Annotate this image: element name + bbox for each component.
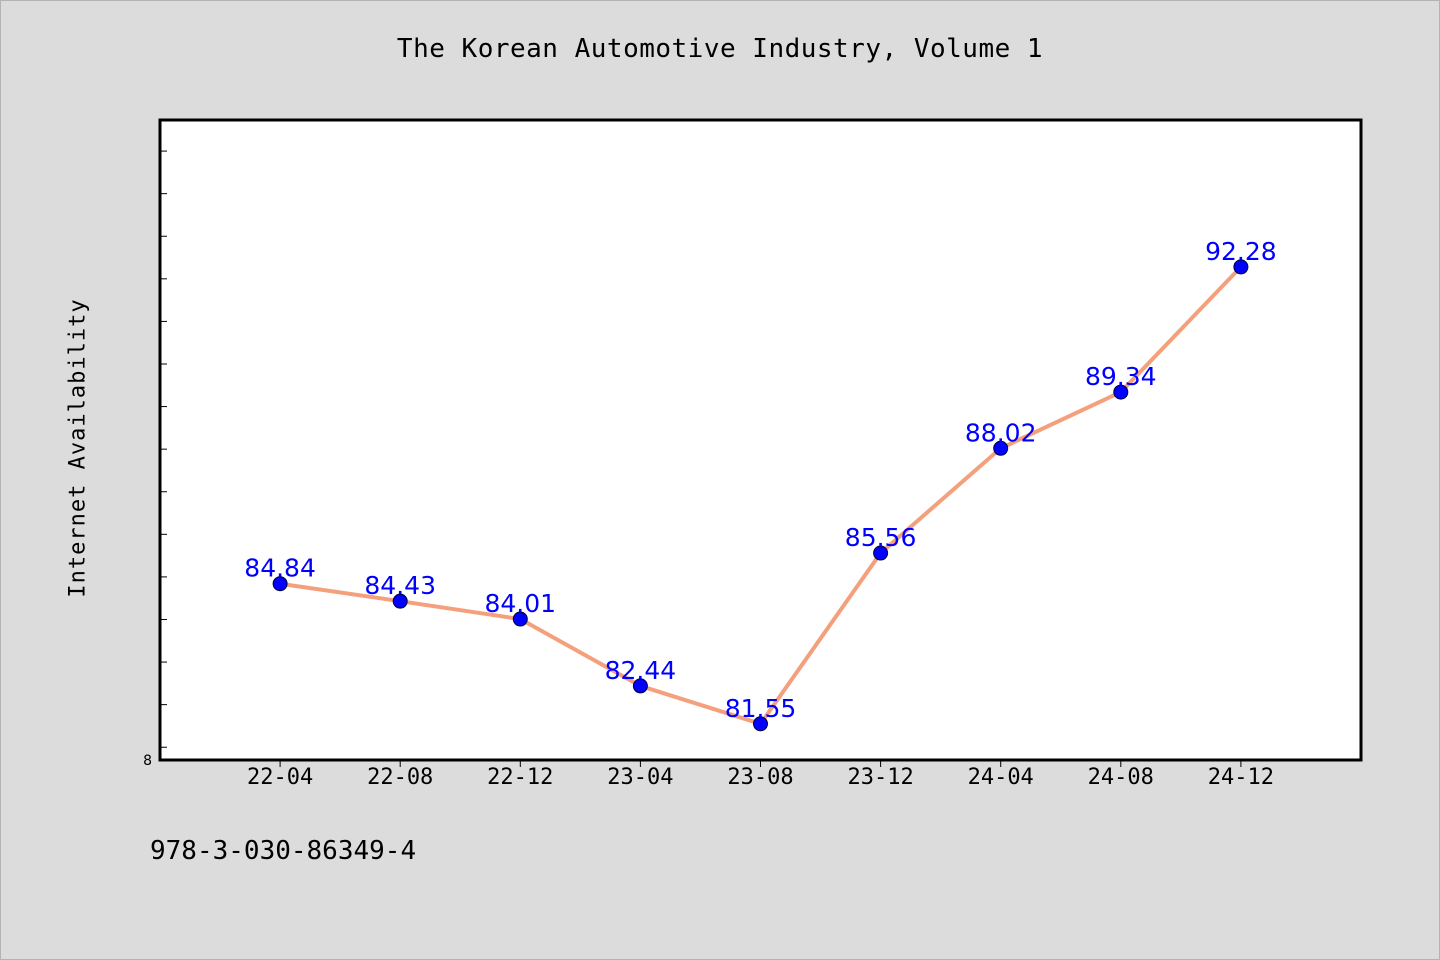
data-label: 84.01 <box>485 589 557 618</box>
x-tick-label: 23-04 <box>607 765 673 790</box>
data-point <box>272 576 288 592</box>
x-tick-label: 23-08 <box>727 765 793 790</box>
x-tick-label: 24-04 <box>968 765 1034 790</box>
data-label: 89.34 <box>1085 362 1157 391</box>
data-point <box>753 716 768 732</box>
data-label: 88.02 <box>965 418 1037 447</box>
data-label: 81.55 <box>725 694 797 723</box>
y-tick-label: 8 <box>143 753 152 769</box>
data-point <box>392 593 408 609</box>
data-point <box>632 678 648 694</box>
x-tick-label: 23-12 <box>847 765 913 790</box>
data-point <box>1233 259 1249 275</box>
x-tick-label: 22-04 <box>247 765 313 790</box>
data-point <box>873 545 889 561</box>
data-label: 84.43 <box>364 571 436 600</box>
data-point <box>993 440 1009 456</box>
data-label: 85.56 <box>845 523 917 552</box>
x-tick-label: 22-08 <box>367 765 433 790</box>
chart-title: The Korean Automotive Industry, Volume 1 <box>396 34 1044 64</box>
data-label: 82.44 <box>605 656 677 685</box>
data-label: 84.84 <box>244 554 316 583</box>
plot-area <box>160 120 1361 760</box>
x-tick-label: 22-12 <box>487 765 553 790</box>
x-tick-label: 24-08 <box>1088 765 1154 790</box>
x-tick-label: 24-12 <box>1208 765 1274 790</box>
data-point <box>1113 384 1129 400</box>
data-point <box>512 611 528 627</box>
data-label: 92.28 <box>1205 237 1277 266</box>
isbn-text: 978-3-030-86349-4 <box>150 836 417 866</box>
plot-border <box>158 118 1363 762</box>
